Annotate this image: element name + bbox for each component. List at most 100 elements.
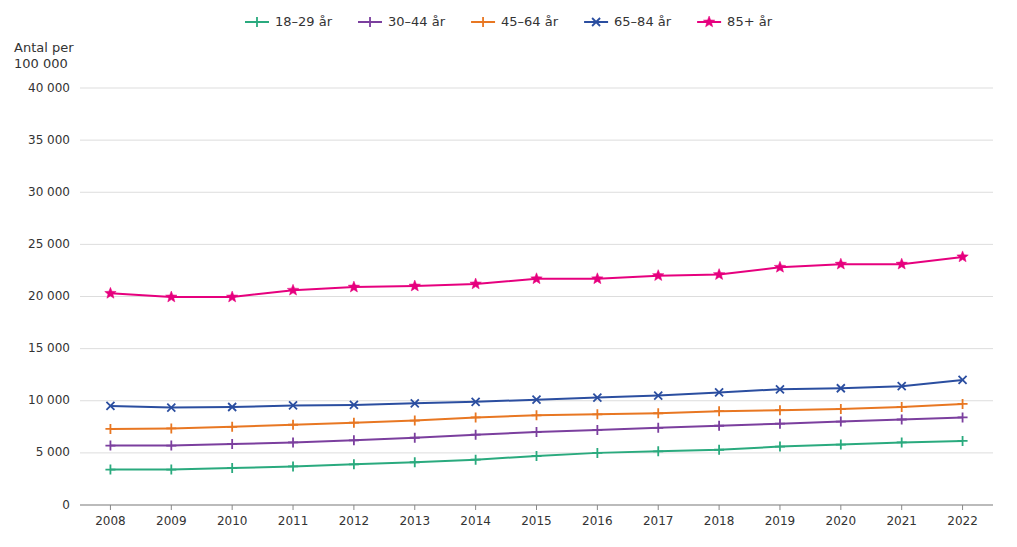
- legend-item: 30–44 år: [358, 14, 446, 29]
- point-marker: [713, 269, 724, 280]
- point-marker: [897, 437, 907, 447]
- y-axis-label: Antal per100 000: [14, 40, 74, 71]
- legend-swatch-marker: [252, 17, 262, 27]
- point-marker: [592, 273, 603, 284]
- y-tick-label: 25 000: [28, 237, 70, 251]
- x-tick: [597, 505, 598, 510]
- chart-container: 05 00010 00015 00020 00025 00030 00035 0…: [0, 0, 1017, 547]
- x-tick-label: 2022: [947, 514, 978, 528]
- legend-item: 65–84 år: [584, 14, 672, 29]
- point-marker: [105, 424, 115, 434]
- point-marker: [228, 403, 236, 411]
- point-marker: [105, 441, 115, 451]
- legend-swatch-marker: [478, 17, 488, 27]
- point-marker: [837, 384, 845, 392]
- point-marker: [835, 258, 846, 269]
- y-grid: [80, 88, 993, 505]
- x-tick-label: 2009: [156, 514, 187, 528]
- point-marker: [775, 405, 785, 415]
- x-tick-label: 2016: [582, 514, 613, 528]
- point-marker: [410, 433, 420, 443]
- series: [105, 251, 969, 302]
- point-marker: [897, 415, 907, 425]
- x-tick: [171, 505, 172, 510]
- point-marker: [775, 419, 785, 429]
- point-marker: [227, 463, 237, 473]
- grid-line: [80, 192, 993, 193]
- series-line: [110, 380, 962, 408]
- legend-swatch-marker: [365, 17, 375, 27]
- x-tick-label: 2020: [826, 514, 857, 528]
- point-marker: [653, 408, 663, 418]
- series-line: [110, 257, 962, 297]
- x-tick: [901, 505, 902, 510]
- legend-swatch-marker: [592, 18, 600, 26]
- point-marker: [592, 409, 602, 419]
- point-marker: [411, 399, 419, 407]
- point-marker: [410, 457, 420, 467]
- point-marker: [471, 455, 481, 465]
- x-tick-label: 2018: [704, 514, 735, 528]
- point-marker: [653, 423, 663, 433]
- point-marker: [531, 273, 542, 284]
- point-marker: [897, 402, 907, 412]
- point-marker: [775, 442, 785, 452]
- x-tick: [232, 505, 233, 510]
- grid-line: [80, 348, 993, 349]
- point-marker: [714, 445, 724, 455]
- point-marker: [349, 435, 359, 445]
- point-marker: [350, 401, 358, 409]
- point-marker: [653, 446, 663, 456]
- y-tick-label: 35 000: [28, 133, 70, 147]
- point-marker: [774, 261, 785, 272]
- point-marker: [836, 404, 846, 414]
- y-tick-label: 20 000: [28, 289, 70, 303]
- x-tick-label: 2008: [95, 514, 126, 528]
- point-marker: [958, 399, 968, 409]
- point-marker: [288, 420, 298, 430]
- point-marker: [592, 425, 602, 435]
- point-marker: [105, 287, 116, 298]
- legend-item: 18–29 år: [245, 14, 333, 29]
- grid-line: [80, 244, 993, 245]
- point-marker: [896, 258, 907, 269]
- point-marker: [836, 417, 846, 427]
- x-tick-label: 2019: [765, 514, 796, 528]
- plot-area: [105, 251, 969, 475]
- x-tick: [293, 505, 294, 510]
- point-marker: [349, 418, 359, 428]
- point-marker: [471, 430, 481, 440]
- legend-swatch-marker: [703, 16, 714, 27]
- y-tick-label: 30 000: [28, 185, 70, 199]
- x-tick: [840, 505, 841, 510]
- point-marker: [287, 284, 298, 295]
- x-tick-label: 2010: [217, 514, 248, 528]
- x-ticks: 2008200920102011201220132014201520162017…: [95, 505, 978, 528]
- y-ticks: 05 00010 00015 00020 00025 00030 00035 0…: [28, 81, 70, 512]
- point-marker: [166, 423, 176, 433]
- series-line: [110, 441, 962, 470]
- point-marker: [958, 436, 968, 446]
- x-tick: [353, 505, 354, 510]
- point-marker: [167, 404, 175, 412]
- legend-label: 18–29 år: [275, 14, 333, 29]
- x-tick-label: 2012: [339, 514, 370, 528]
- point-marker: [348, 281, 359, 292]
- series: [105, 399, 967, 434]
- point-marker: [957, 251, 968, 262]
- point-marker: [714, 406, 724, 416]
- point-marker: [410, 416, 420, 426]
- y-tick-label: 10 000: [28, 393, 70, 407]
- legend-label: 85+ år: [727, 14, 773, 29]
- point-marker: [898, 382, 906, 390]
- series-line: [110, 417, 962, 445]
- point-marker: [288, 437, 298, 447]
- x-tick-label: 2011: [278, 514, 309, 528]
- x-tick: [536, 505, 537, 510]
- point-marker: [532, 451, 542, 461]
- point-marker: [472, 398, 480, 406]
- point-marker: [288, 461, 298, 471]
- y-tick-label: 40 000: [28, 81, 70, 95]
- y-tick-label: 15 000: [28, 341, 70, 355]
- point-marker: [653, 270, 664, 281]
